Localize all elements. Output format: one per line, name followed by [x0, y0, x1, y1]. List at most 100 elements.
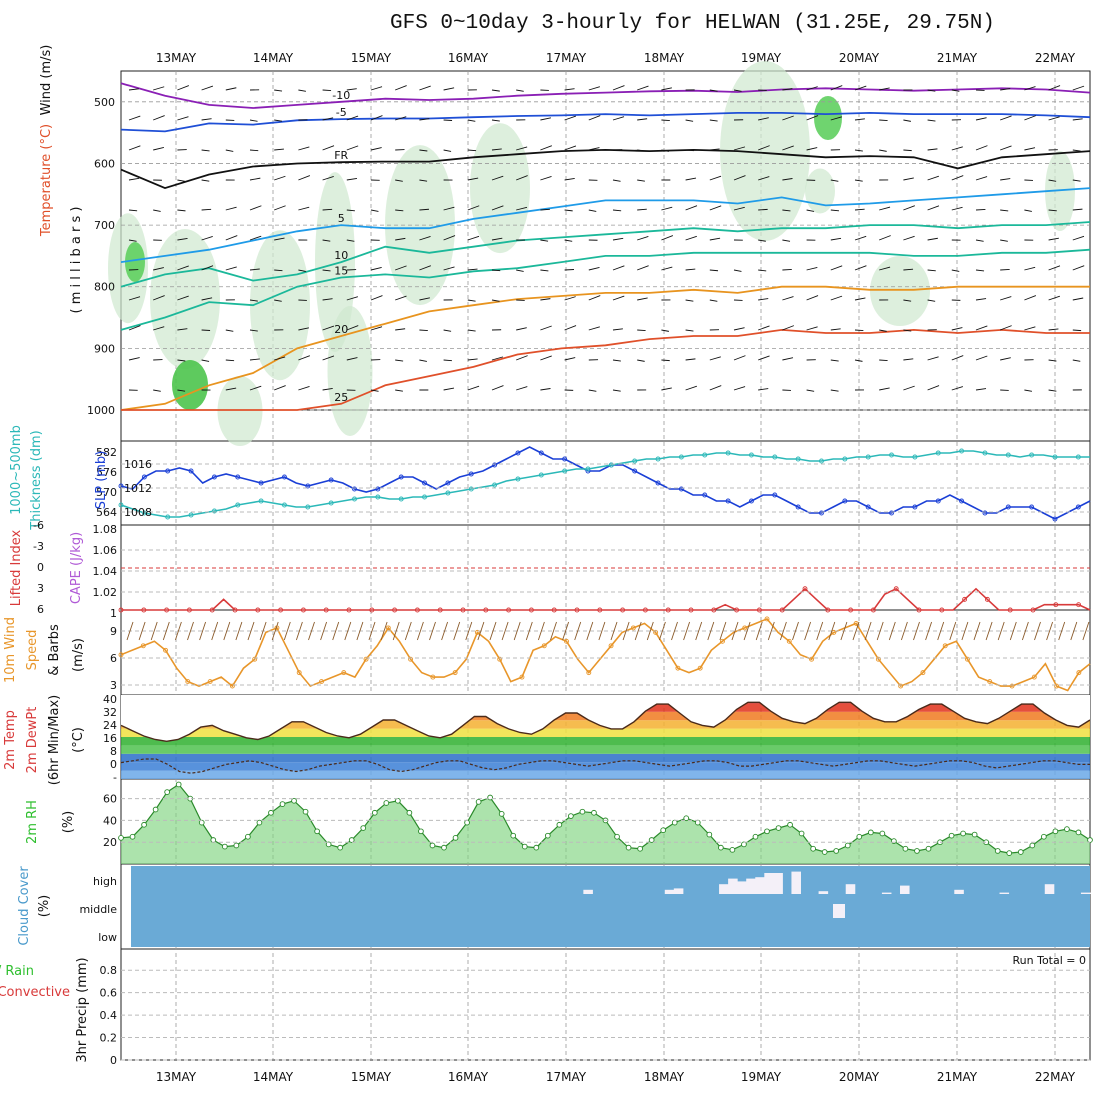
- wind-barb: [806, 209, 815, 212]
- wind10m-label-b: Speed: [25, 630, 40, 671]
- wind-barb: [153, 295, 165, 301]
- series-marker: [678, 486, 684, 492]
- wind-barb: [274, 205, 286, 211]
- wind-barb: [588, 326, 600, 331]
- wind-barb: [733, 355, 746, 361]
- wind-barb: [709, 205, 722, 211]
- lifted-index-tick: -3: [33, 540, 44, 553]
- series-marker: [632, 468, 638, 474]
- surface-wind-barb: [634, 621, 642, 641]
- wind-barb: [879, 119, 888, 122]
- series-marker: [165, 514, 171, 520]
- wind-barb: [830, 209, 840, 212]
- pressure-tick: 1000: [87, 404, 115, 417]
- wind-barb: [395, 389, 403, 392]
- rh-marker: [360, 825, 367, 831]
- wind-barb: [225, 266, 237, 271]
- thickness-tick: 570: [96, 486, 117, 499]
- wind-barb: [177, 265, 189, 271]
- surface-wind-barb: [997, 621, 1005, 641]
- surface-wind-barb: [344, 621, 352, 641]
- series-marker: [939, 607, 945, 613]
- wind-barb: [491, 148, 502, 151]
- wind-barb: [346, 177, 358, 181]
- wind-barb: [516, 386, 528, 391]
- surface-wind-barb: [126, 621, 134, 641]
- wind-barb: [975, 208, 986, 211]
- wind-barb: [177, 209, 186, 212]
- series-marker: [305, 504, 311, 510]
- wind-barb: [370, 295, 383, 301]
- wind-barb: [274, 119, 283, 122]
- wind-barb: [540, 176, 552, 181]
- wind-barb: [274, 175, 286, 181]
- temp-band: [121, 762, 1090, 771]
- wind-barb: [588, 389, 597, 392]
- pressure-tick: 700: [94, 219, 115, 232]
- wind-barb: [153, 86, 165, 91]
- series-marker: [398, 496, 404, 502]
- temp-tick: 16: [103, 732, 117, 745]
- wind-barb: [177, 389, 186, 392]
- surface-wind-barb: [574, 621, 582, 641]
- series-marker: [795, 456, 801, 462]
- surface-wind-barb: [187, 621, 194, 641]
- wind-barb: [516, 327, 527, 331]
- series-marker: [140, 643, 146, 649]
- wind-barb: [153, 115, 165, 121]
- wind-barb: [201, 359, 210, 362]
- wind-barb: [879, 387, 890, 391]
- rh-marker: [521, 843, 528, 850]
- wind-barb: [540, 208, 550, 211]
- surface-wind-barb: [295, 621, 303, 641]
- wind-barb: [274, 299, 282, 302]
- wind-barb: [1024, 86, 1036, 91]
- wind-barb: [661, 87, 672, 91]
- rh-marker: [960, 830, 966, 837]
- wind-barb: [782, 88, 793, 91]
- temp-tick: 8: [110, 745, 117, 758]
- series-marker: [632, 458, 638, 464]
- isotherm-label: -5: [336, 106, 347, 119]
- rh-marker: [1052, 828, 1059, 835]
- wind-barb: [709, 89, 718, 92]
- surface-wind-barb: [707, 621, 715, 641]
- wind-barb: [201, 149, 210, 152]
- upper-millibars-label: ( m i l l i b a r s ): [69, 207, 84, 314]
- cloud-tick: middle: [79, 903, 117, 916]
- upper-wind-label: Wind (m/s): [39, 45, 54, 116]
- rh-marker: [591, 809, 597, 816]
- wind-barb: [758, 388, 769, 391]
- rh-marker: [1075, 829, 1082, 836]
- wind-barb: [903, 268, 914, 271]
- rh2m-label: 2m RH: [25, 800, 40, 844]
- rh-marker: [683, 815, 690, 822]
- series-marker: [229, 683, 235, 689]
- wind-barb: [951, 146, 963, 151]
- wind-barb: [854, 149, 863, 152]
- wind-barb: [782, 115, 794, 121]
- wind-barb: [612, 237, 624, 241]
- series-marker: [702, 452, 708, 458]
- rh-marker: [914, 848, 920, 854]
- wind-barb: [516, 269, 524, 272]
- series-marker: [369, 607, 375, 613]
- rh-marker: [660, 827, 667, 834]
- wind-barb: [370, 86, 383, 91]
- cloud-high-bar: [728, 878, 738, 894]
- wind-barb: [516, 175, 528, 181]
- lifted-index-label: Lifted Index: [9, 529, 24, 606]
- series-marker: [719, 638, 725, 644]
- series-marker: [528, 607, 534, 613]
- wind-barb: [830, 116, 842, 121]
- wind-barb: [1048, 116, 1060, 121]
- series-marker: [186, 607, 192, 613]
- wind-barb: [419, 118, 430, 121]
- wind-barb: [806, 326, 818, 331]
- rh-marker: [752, 833, 759, 840]
- date-label-top: 20MAY: [839, 51, 880, 65]
- wind-barb: [298, 327, 310, 331]
- wind-barb: [975, 145, 988, 151]
- series-marker: [982, 510, 988, 516]
- lifted-index-tick: 3: [37, 582, 44, 595]
